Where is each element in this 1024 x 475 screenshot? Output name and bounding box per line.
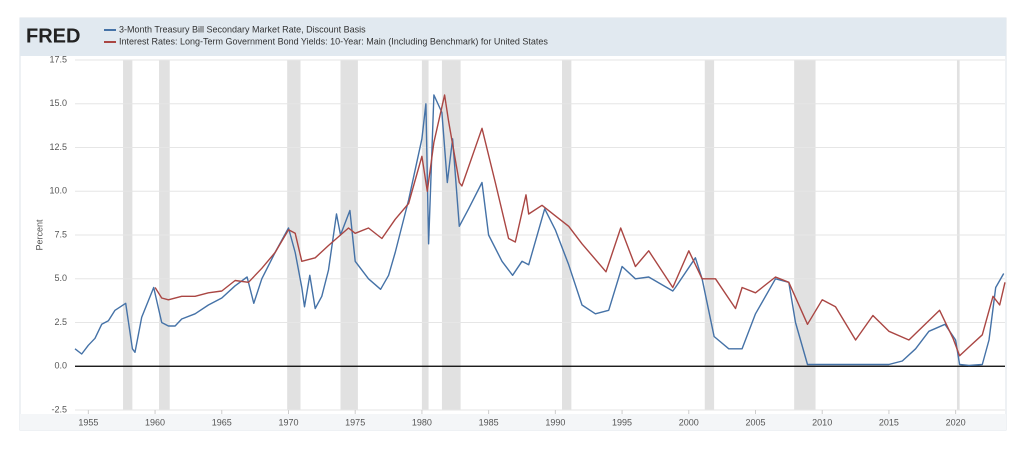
frame	[19, 17, 1007, 431]
logo: FRED	[26, 25, 80, 47]
y-tick-label: 7.5	[54, 229, 67, 239]
y-tick-label: 2.5	[54, 317, 67, 327]
x-tick-label: 2000	[679, 417, 699, 427]
y-tick-label: 10.0	[49, 186, 67, 196]
series-line	[154, 94, 1006, 357]
series-line	[74, 94, 1005, 367]
y-tick-label: 0.0	[54, 361, 67, 371]
y-tick-label: 12.5	[49, 142, 67, 152]
x-tick-label: 1985	[479, 417, 499, 427]
x-tick-label: 1955	[78, 417, 98, 427]
x-tick-label: 1995	[612, 417, 632, 427]
y-tick-label: 5.0	[54, 273, 67, 283]
x-tick-label: 2005	[745, 417, 765, 427]
x-tick-label: 1970	[278, 417, 298, 427]
x-tick-label: 1960	[145, 417, 165, 427]
legend-label: 3-Month Treasury Bill Secondary Market R…	[119, 24, 366, 34]
legend-label: Interest Rates: Long-Term Government Bon…	[119, 36, 548, 46]
x-tick-label: 1975	[345, 417, 365, 427]
x-tick-label: 1965	[212, 417, 232, 427]
x-tick-label: 2020	[946, 417, 966, 427]
x-tick-label: 2010	[812, 417, 832, 427]
y-tick-label: 17.5	[49, 54, 67, 64]
y-axis-label: Percent	[34, 219, 44, 251]
y-tick-label: -2.5	[51, 404, 67, 414]
y-tick-label: 15.0	[49, 98, 67, 108]
x-tick-label: 1990	[545, 417, 565, 427]
x-tick-label: 1980	[412, 417, 432, 427]
x-tick-label: 2015	[879, 417, 899, 427]
x-axis-strip	[20, 414, 1006, 430]
header	[20, 18, 1006, 56]
